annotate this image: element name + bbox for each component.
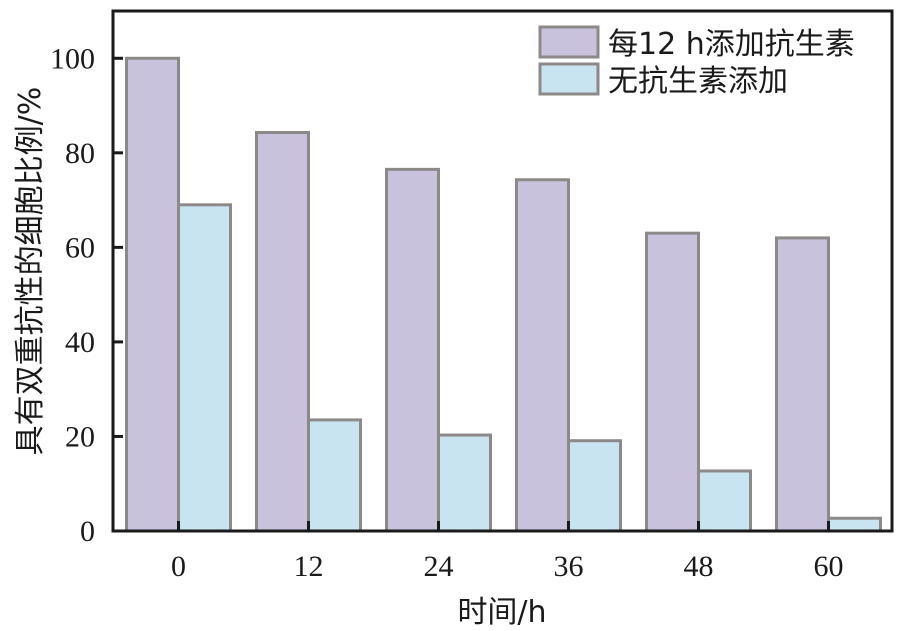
bar-no-antibiotic-12h (307, 418, 362, 533)
legend-label: 每12 h添加抗生素 (608, 27, 855, 62)
y-tick-label: 0 (80, 515, 95, 548)
bar-no-antibiotic-60h (827, 516, 882, 533)
plot-frame (111, 9, 894, 533)
x-axis-title: 时间/h (457, 595, 546, 630)
y-tick-label: 100 (50, 42, 95, 75)
y-tick-label: 60 (65, 231, 95, 264)
bar-no-antibiotic-24h (437, 433, 492, 533)
bar-with-antibiotic-36h (515, 178, 570, 533)
bar-with-antibiotic-12h (255, 130, 310, 533)
y-tick-label: 20 (65, 420, 95, 453)
y-axis-title: 具有双重抗性的细胞比例/% (13, 87, 48, 456)
y-tick-label: 40 (65, 326, 95, 359)
legend-label: 无抗生素添加 (608, 64, 788, 99)
y-axis: 0 20 40 60 80 100 (50, 42, 123, 548)
x-tick-label: 24 (424, 550, 454, 583)
bar-with-antibiotic-0h (125, 56, 180, 533)
bars-layer (125, 56, 882, 533)
bar-with-antibiotic-48h (645, 231, 700, 533)
legend-swatch (538, 62, 600, 96)
x-axis: 0 12 24 36 48 60 (171, 521, 844, 583)
x-tick-label: 48 (684, 550, 714, 583)
legend-swatch (538, 25, 600, 59)
bar-with-antibiotic-24h (385, 167, 440, 533)
x-tick-label: 36 (554, 550, 584, 583)
bar-no-antibiotic-36h (567, 439, 622, 533)
x-tick-label: 0 (171, 550, 186, 583)
bar-no-antibiotic-0h (177, 203, 232, 533)
bar-no-antibiotic-48h (697, 469, 752, 533)
x-tick-label: 60 (814, 550, 844, 583)
bar-with-antibiotic-60h (775, 236, 830, 533)
x-tick-label: 12 (294, 550, 324, 583)
y-tick-label: 80 (65, 137, 95, 170)
